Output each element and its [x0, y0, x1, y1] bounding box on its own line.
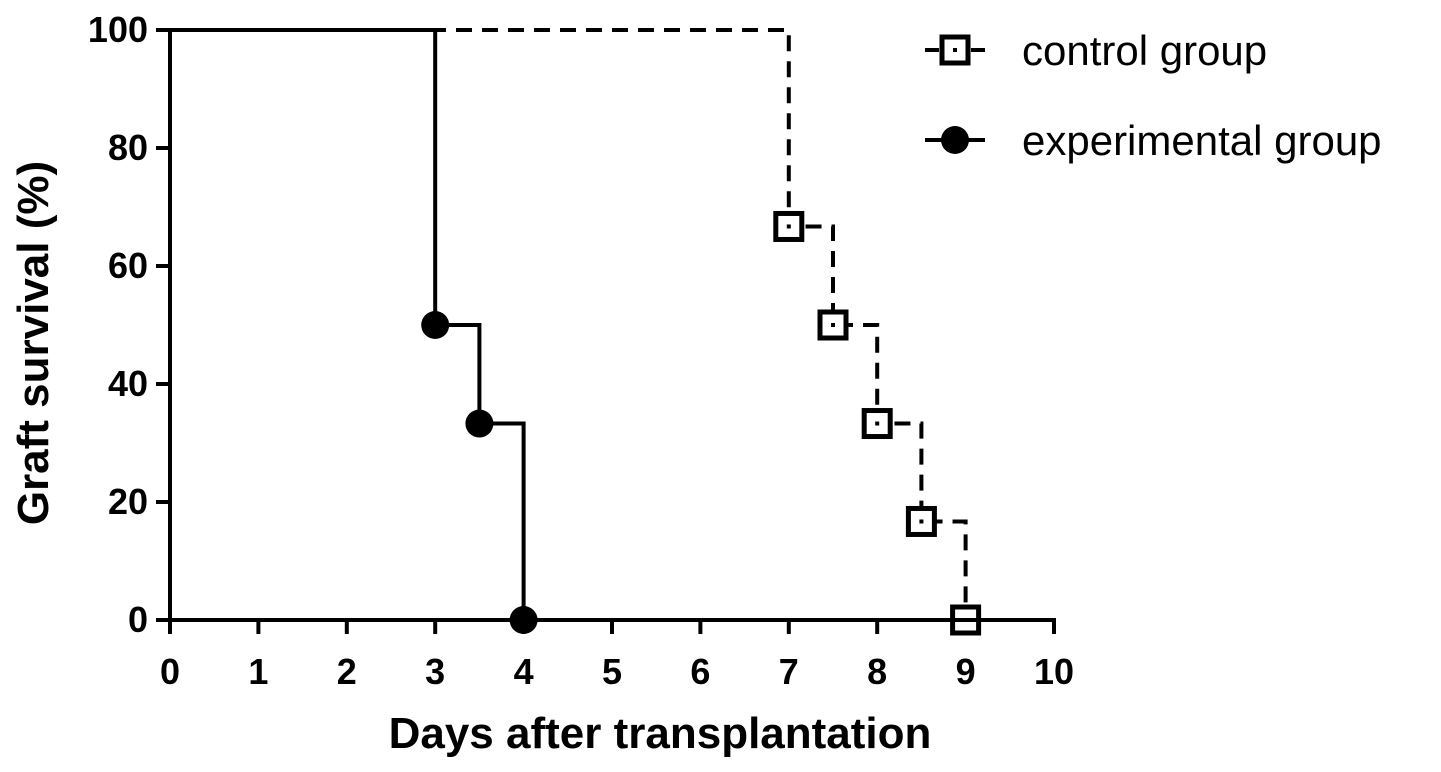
- x-tick-label: 2: [337, 651, 357, 692]
- y-ticks: 0 20 40 60 80 100: [88, 9, 170, 640]
- series-experimental-group: [170, 28, 1054, 634]
- x-tick-label: 7: [779, 651, 799, 692]
- y-tick-label: 0: [128, 599, 148, 640]
- data-point-control-group: [905, 505, 937, 537]
- data-point-experimental-group: [465, 409, 494, 438]
- series-line-experimental-group: [170, 28, 1054, 622]
- series-layer: [170, 28, 1054, 636]
- data-point-experimental-group: [421, 311, 450, 339]
- x-axis-title: Days after transplantation: [389, 709, 932, 758]
- data-point-control-group-center: [831, 323, 835, 327]
- x-tick-label: 9: [956, 651, 976, 692]
- legend-label: experimental group: [1022, 117, 1382, 164]
- y-tick-label: 80: [108, 127, 148, 168]
- x-tick-label: 8: [867, 651, 887, 692]
- x-tick-label: 1: [248, 651, 268, 692]
- y-tick-label: 40: [108, 363, 148, 404]
- legend-marker-control-group-center: [953, 48, 957, 52]
- y-tick-label: 100: [88, 9, 148, 50]
- axes: 0 20 40 60 80 100 0 1 2 3 4 5 6 7 8 9 10: [88, 9, 1074, 692]
- data-point-control-group-center: [875, 421, 880, 426]
- x-tick-label: 10: [1034, 651, 1074, 692]
- x-tick-label: 3: [425, 651, 445, 692]
- data-point-control-group-center: [919, 519, 924, 524]
- x-tick-label: 4: [514, 651, 534, 692]
- x-tick-label: 5: [602, 651, 622, 692]
- legend: control group experimental group: [925, 27, 1382, 164]
- y-tick-label: 60: [108, 245, 148, 286]
- y-tick-label: 20: [108, 481, 148, 522]
- series-control-group: [170, 28, 982, 636]
- data-point-control-group: [861, 408, 893, 440]
- y-axis-title: Graft survival (%): [9, 161, 58, 525]
- legend-item-experimental-group: experimental group: [925, 117, 1382, 164]
- x-ticks: 0 1 2 3 4 5 6 7 8 9 10: [160, 620, 1074, 692]
- data-point-experimental-group: [509, 606, 538, 634]
- legend-label: control group: [1022, 27, 1267, 74]
- data-point-control-group-center: [786, 224, 791, 229]
- x-tick-label: 0: [160, 651, 180, 692]
- data-point-control-group: [817, 309, 849, 341]
- x-tick-label: 6: [690, 651, 710, 692]
- legend-marker-experimental-group: [941, 126, 969, 154]
- legend-item-control-group: control group: [925, 27, 1267, 74]
